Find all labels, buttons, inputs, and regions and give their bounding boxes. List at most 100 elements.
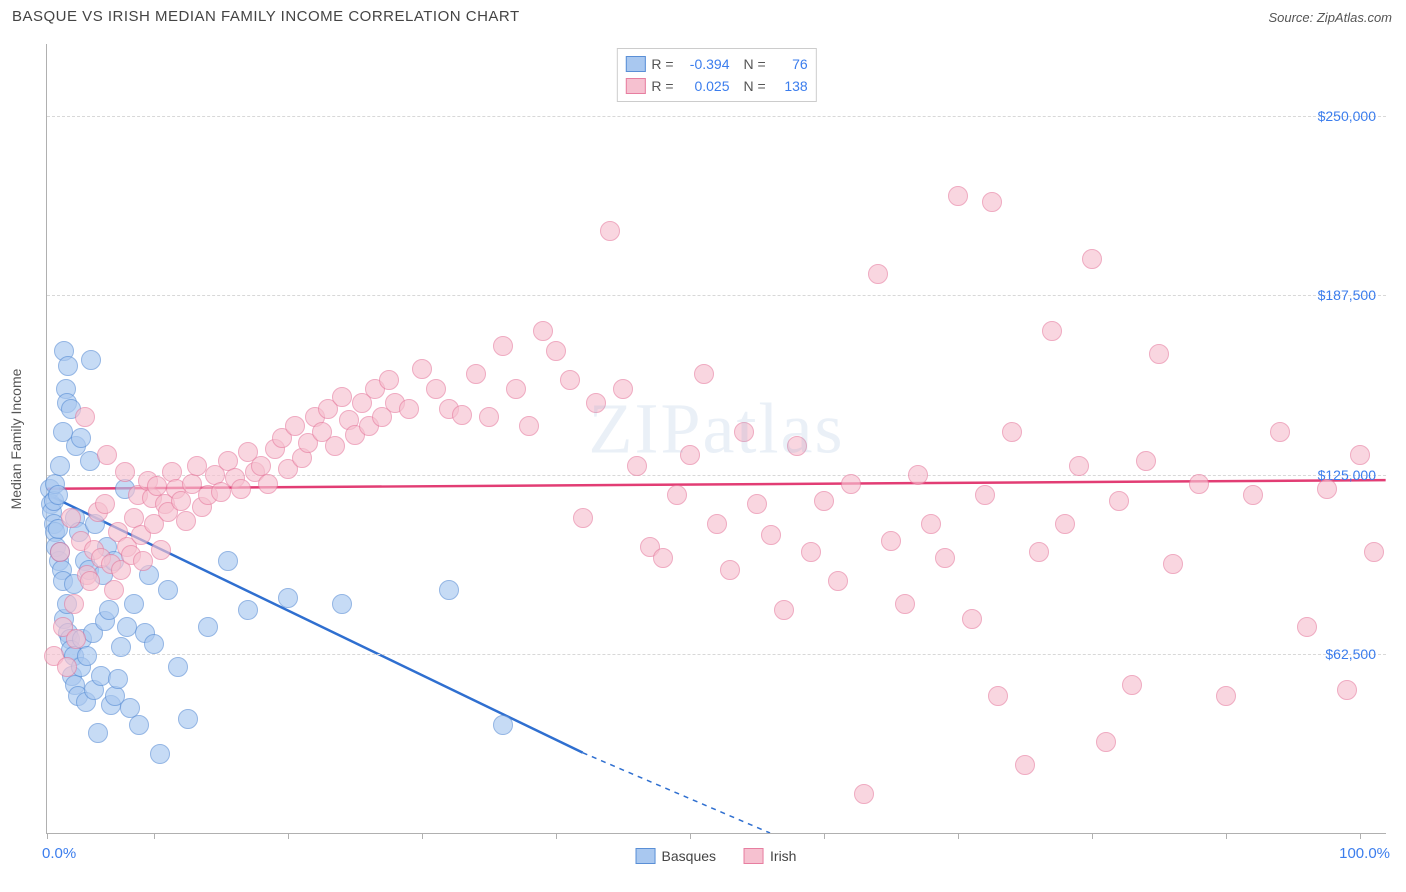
irish-point bbox=[1136, 451, 1156, 471]
basques-point bbox=[58, 356, 78, 376]
irish-point bbox=[399, 399, 419, 419]
basques-point bbox=[150, 744, 170, 764]
irish-point bbox=[560, 370, 580, 390]
irish-r-value: 0.025 bbox=[680, 75, 730, 97]
irish-point bbox=[1122, 675, 1142, 695]
irish-point bbox=[151, 540, 171, 560]
irish-point bbox=[868, 264, 888, 284]
basques-point bbox=[158, 580, 178, 600]
series-legend: Basques Irish bbox=[636, 848, 797, 864]
irish-point bbox=[720, 560, 740, 580]
irish-point bbox=[104, 580, 124, 600]
irish-point bbox=[466, 364, 486, 384]
irish-point bbox=[1109, 491, 1129, 511]
stats-row-basques: R = -0.394 N = 76 bbox=[625, 53, 807, 75]
irish-swatch-icon bbox=[625, 78, 645, 94]
basques-swatch-icon bbox=[625, 56, 645, 72]
irish-point bbox=[97, 445, 117, 465]
irish-point bbox=[1350, 445, 1370, 465]
irish-point bbox=[115, 462, 135, 482]
irish-point bbox=[379, 370, 399, 390]
irish-point bbox=[747, 494, 767, 514]
r-label: R = bbox=[651, 75, 673, 97]
irish-point bbox=[506, 379, 526, 399]
x-axis-max-label: 100.0% bbox=[1339, 845, 1390, 862]
irish-point bbox=[1015, 755, 1035, 775]
irish-point bbox=[801, 542, 821, 562]
irish-point bbox=[332, 387, 352, 407]
irish-point bbox=[493, 336, 513, 356]
basques-r-value: -0.394 bbox=[680, 53, 730, 75]
x-tick bbox=[690, 833, 691, 839]
irish-point bbox=[1029, 542, 1049, 562]
y-axis-title: Median Family Income bbox=[8, 369, 24, 510]
irish-point bbox=[1002, 422, 1022, 442]
basques-point bbox=[108, 669, 128, 689]
irish-point bbox=[325, 436, 345, 456]
x-axis-min-label: 0.0% bbox=[42, 845, 76, 862]
scatter-plot-area: ZIPatlas R = -0.394 N = 76 R = 0.025 N =… bbox=[46, 44, 1386, 834]
irish-point bbox=[895, 594, 915, 614]
x-tick bbox=[154, 833, 155, 839]
n-label: N = bbox=[744, 53, 766, 75]
y-tick-label: $62,500 bbox=[1325, 646, 1376, 662]
irish-point bbox=[573, 508, 593, 528]
trend-lines-layer bbox=[47, 44, 1386, 833]
x-tick bbox=[958, 833, 959, 839]
basques-point bbox=[50, 456, 70, 476]
basques-point bbox=[332, 594, 352, 614]
irish-point bbox=[95, 494, 115, 514]
irish-point bbox=[1055, 514, 1075, 534]
irish-point bbox=[962, 609, 982, 629]
stats-legend-box: R = -0.394 N = 76 R = 0.025 N = 138 bbox=[616, 48, 816, 102]
irish-point bbox=[80, 571, 100, 591]
irish-point bbox=[61, 508, 81, 528]
irish-point bbox=[975, 485, 995, 505]
irish-point bbox=[171, 491, 191, 511]
basques-point bbox=[48, 485, 68, 505]
irish-point bbox=[133, 551, 153, 571]
gridline bbox=[47, 654, 1386, 655]
irish-point bbox=[988, 686, 1008, 706]
y-tick-label: $250,000 bbox=[1318, 108, 1376, 124]
basques-point bbox=[238, 600, 258, 620]
irish-point bbox=[586, 393, 606, 413]
basques-point bbox=[129, 715, 149, 735]
irish-point bbox=[948, 186, 968, 206]
basques-n-value: 76 bbox=[772, 53, 808, 75]
basques-legend-swatch-icon bbox=[636, 848, 656, 864]
irish-point bbox=[1337, 680, 1357, 700]
irish-point bbox=[774, 600, 794, 620]
irish-point bbox=[653, 548, 673, 568]
irish-point bbox=[1189, 474, 1209, 494]
irish-point bbox=[50, 542, 70, 562]
x-tick bbox=[1360, 833, 1361, 839]
irish-point bbox=[828, 571, 848, 591]
x-tick bbox=[1226, 833, 1227, 839]
irish-point bbox=[519, 416, 539, 436]
irish-point bbox=[935, 548, 955, 568]
x-tick bbox=[1092, 833, 1093, 839]
basques-point bbox=[218, 551, 238, 571]
irish-point bbox=[761, 525, 781, 545]
basques-point bbox=[81, 350, 101, 370]
irish-point bbox=[479, 407, 499, 427]
irish-point bbox=[787, 436, 807, 456]
basques-point bbox=[124, 594, 144, 614]
basques-point bbox=[111, 637, 131, 657]
irish-point bbox=[1317, 479, 1337, 499]
x-tick bbox=[824, 833, 825, 839]
basques-point bbox=[144, 634, 164, 654]
irish-point bbox=[285, 416, 305, 436]
irish-point bbox=[680, 445, 700, 465]
irish-point bbox=[600, 221, 620, 241]
y-tick-label: $187,500 bbox=[1318, 287, 1376, 303]
irish-point bbox=[707, 514, 727, 534]
basques-point bbox=[77, 646, 97, 666]
basques-point bbox=[198, 617, 218, 637]
irish-legend-label: Irish bbox=[770, 848, 796, 864]
basques-point bbox=[99, 600, 119, 620]
irish-point bbox=[546, 341, 566, 361]
stats-row-irish: R = 0.025 N = 138 bbox=[625, 75, 807, 97]
irish-point bbox=[694, 364, 714, 384]
